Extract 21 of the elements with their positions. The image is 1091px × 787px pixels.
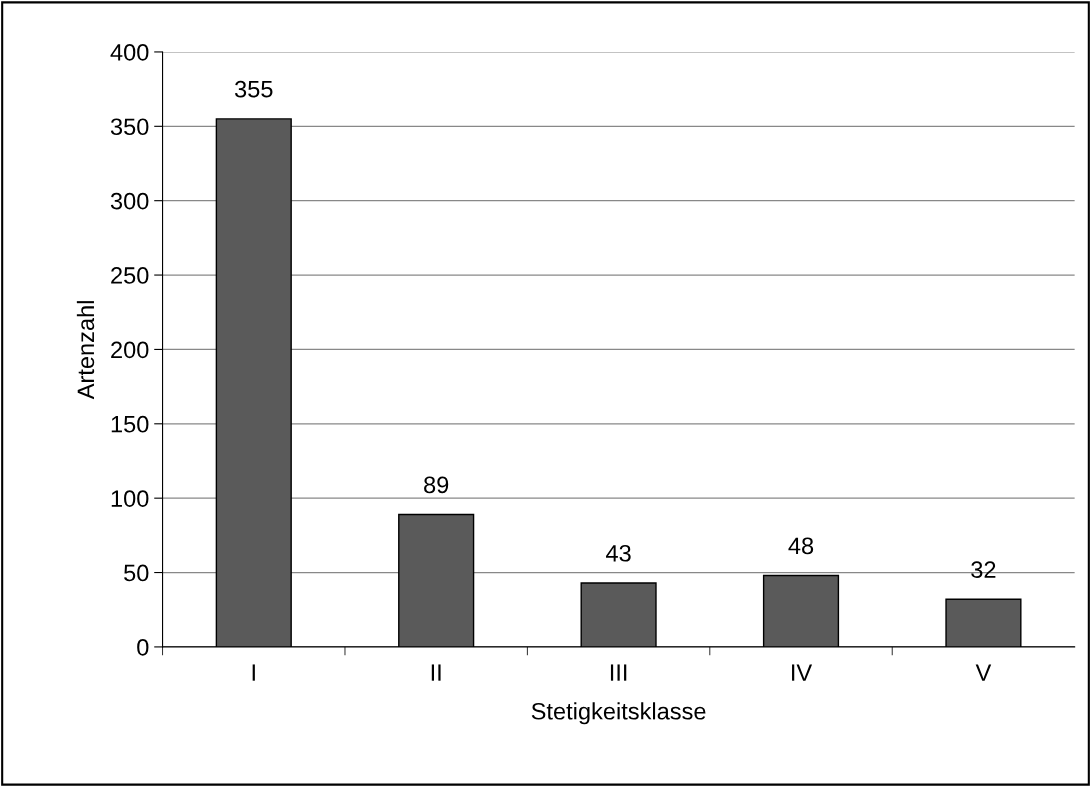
- y-axis-title: Artenzahl: [76, 301, 95, 400]
- x-tick-label: I: [252, 664, 255, 681]
- y-tick-label: 300: [110, 192, 149, 210]
- y-tick-label: 100: [111, 490, 149, 507]
- x-tick-label: III: [610, 664, 627, 681]
- data-label: 355: [234, 80, 273, 98]
- y-tick-label: 0: [137, 638, 149, 656]
- x-tick-label: II: [431, 664, 441, 681]
- data-label: 43: [606, 544, 631, 562]
- y-tick-label: 200: [111, 341, 149, 359]
- y-tick-label: 250: [111, 267, 149, 284]
- y-tick-label: 350: [110, 118, 149, 136]
- y-tick-label: 150: [111, 415, 149, 433]
- y-tick-label: 400: [110, 44, 149, 61]
- x-axis-title: Stetigkeitsklasse: [531, 702, 706, 725]
- x-tick-label: V: [975, 664, 992, 681]
- x-tick-label: IV: [792, 664, 813, 681]
- data-label: 32: [971, 561, 996, 578]
- data-label: 89: [424, 476, 449, 494]
- y-tick-label: 50: [124, 564, 149, 582]
- data-label: 48: [788, 537, 814, 555]
